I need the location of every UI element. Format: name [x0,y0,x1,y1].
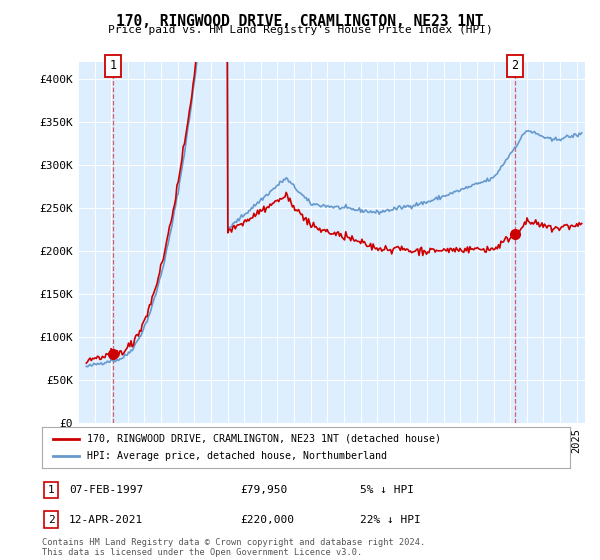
Text: 07-FEB-1997: 07-FEB-1997 [69,485,143,495]
Text: 170, RINGWOOD DRIVE, CRAMLINGTON, NE23 1NT (detached house): 170, RINGWOOD DRIVE, CRAMLINGTON, NE23 1… [87,433,441,444]
Text: £79,950: £79,950 [240,485,287,495]
Text: 22% ↓ HPI: 22% ↓ HPI [360,515,421,525]
Text: £220,000: £220,000 [240,515,294,525]
Text: 12-APR-2021: 12-APR-2021 [69,515,143,525]
Text: 1: 1 [47,485,55,495]
Text: 5% ↓ HPI: 5% ↓ HPI [360,485,414,495]
Text: Contains HM Land Registry data © Crown copyright and database right 2024.
This d: Contains HM Land Registry data © Crown c… [42,538,425,557]
Text: 2: 2 [47,515,55,525]
Text: 1: 1 [109,59,116,72]
Text: HPI: Average price, detached house, Northumberland: HPI: Average price, detached house, Nort… [87,451,387,461]
Text: Price paid vs. HM Land Registry's House Price Index (HPI): Price paid vs. HM Land Registry's House … [107,25,493,35]
Text: 170, RINGWOOD DRIVE, CRAMLINGTON, NE23 1NT: 170, RINGWOOD DRIVE, CRAMLINGTON, NE23 1… [116,14,484,29]
Text: 2: 2 [511,59,518,72]
